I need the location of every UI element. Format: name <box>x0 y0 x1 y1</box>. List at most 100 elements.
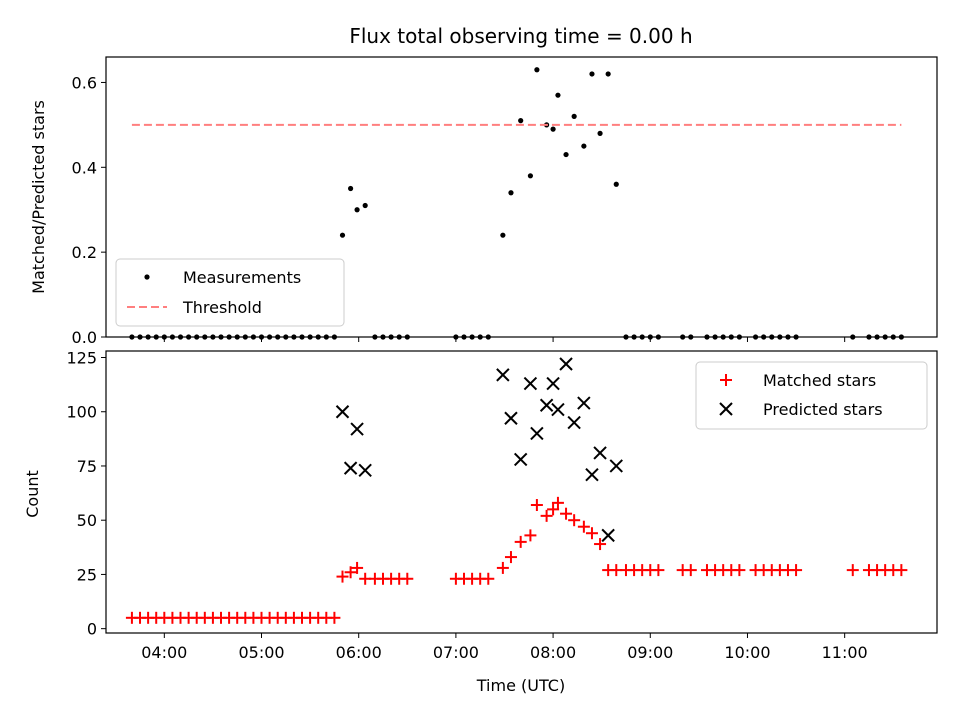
measurement-point <box>571 113 577 119</box>
measurement-point <box>202 334 208 340</box>
measurement-point <box>850 334 856 340</box>
matched-stars-point <box>652 564 665 577</box>
measurement-point <box>210 334 216 340</box>
matched-stars-point <box>336 570 349 583</box>
measurement-point <box>242 334 248 340</box>
matched-stars-point <box>514 535 527 548</box>
top-panel: 0.0 0.2 0.4 0.6 Matched/Predicted stars Mea… <box>29 56 938 347</box>
matched-stars-point <box>594 538 607 551</box>
top-y-tick-label: 0.4 <box>72 158 97 177</box>
top-legend-box <box>115 258 345 327</box>
top-y-tick-label: 0.6 <box>72 73 97 92</box>
measurement-point <box>250 334 257 340</box>
top-x-ticks <box>163 337 846 342</box>
measurement-point <box>275 334 281 340</box>
measurement-point <box>291 334 297 340</box>
predicted-stars-point <box>601 528 615 543</box>
measurement-point <box>890 334 896 340</box>
bottom-y-tick-label: 50 <box>77 511 97 530</box>
top-y-axis-label: Matched/Predicted stars <box>29 100 48 294</box>
measurement-point <box>339 232 346 238</box>
bottom-y-tick-label: 75 <box>77 457 97 476</box>
legend-label-threshold: Threshold <box>182 298 262 317</box>
measurement-point <box>283 334 289 340</box>
top-legend: Measurements Threshold <box>115 258 345 327</box>
measurement-point <box>485 334 491 340</box>
predicted-stars-point <box>609 459 623 473</box>
bottom-legend-box <box>695 361 928 430</box>
measurement-point <box>631 334 637 340</box>
measurement-point <box>226 334 232 340</box>
matched-stars-point <box>684 564 697 577</box>
legend-label-measurements: Measurements <box>183 268 301 287</box>
top-y-ticks: 0.0 0.2 0.4 0.6 <box>72 73 106 347</box>
predicted-stars-point <box>530 426 544 441</box>
measurement-point <box>129 334 135 340</box>
measurement-point <box>137 334 143 340</box>
legend-marker-matched-stars <box>720 374 732 386</box>
measurement-point <box>331 334 338 340</box>
chart-title: Flux total observing time = 0.00 h <box>349 24 692 48</box>
predicted-stars-point <box>523 376 538 391</box>
measurement-point <box>299 334 305 340</box>
measurement-point <box>218 334 224 340</box>
measurement-point <box>736 334 742 340</box>
measurement-point <box>500 232 506 238</box>
x-tick-label: 10:00 <box>724 643 770 662</box>
matched-stars-point <box>547 503 560 516</box>
measurement-point <box>597 130 603 136</box>
predicted-stars-point <box>358 463 372 478</box>
top-y-tick-label: 0.2 <box>72 243 97 262</box>
measurement-point <box>404 334 410 340</box>
top-y-tick-label: 0.0 <box>72 328 97 347</box>
measurement-point <box>623 334 629 340</box>
predicted-stars-point <box>546 376 560 391</box>
measurement-point <box>563 151 569 158</box>
measurement-point <box>469 334 475 340</box>
predicted-stars-point <box>343 461 358 475</box>
predicted-stars-point <box>551 402 565 417</box>
measurement-point <box>315 334 321 340</box>
predicted-stars-point <box>539 398 554 412</box>
predicted-stars-point <box>513 452 528 467</box>
measurement-point <box>396 334 402 340</box>
measurement-point <box>777 334 783 340</box>
bottom-y-ticks: 0 25 50 75 100 125 <box>66 349 106 639</box>
measurement-point <box>866 334 872 340</box>
x-tick-label: 05:00 <box>238 643 284 662</box>
measurement-point <box>761 334 767 340</box>
matched-stars-point <box>790 564 803 577</box>
matched-stars-point <box>328 611 341 624</box>
predicted-stars-point <box>593 446 607 460</box>
measurement-point <box>461 334 467 340</box>
measurement-point <box>477 334 483 340</box>
predicted-stars-point <box>577 396 591 410</box>
bottom-y-tick-label: 0 <box>87 620 97 639</box>
measurement-point <box>323 334 329 340</box>
x-axis-label: Time (UTC) <box>476 676 565 695</box>
measurement-point <box>769 334 775 340</box>
matched-stars-point <box>524 529 537 542</box>
measurement-point <box>882 334 888 340</box>
matched-stars-point <box>344 566 357 579</box>
measurement-point <box>194 334 200 340</box>
measurement-point <box>348 185 354 192</box>
measurement-point <box>362 202 368 209</box>
legend-label-predicted-stars: Predicted stars <box>763 400 883 419</box>
matched-stars-point <box>560 507 573 520</box>
legend-marker-predicted-stars <box>719 402 733 416</box>
top-axes-frame <box>105 56 938 338</box>
measurement-point <box>605 71 611 77</box>
measurement-point <box>589 71 595 77</box>
predicted-stars-point <box>496 368 510 382</box>
measurement-point <box>307 334 313 340</box>
measurement-point <box>186 334 192 340</box>
measurement-point <box>613 181 619 187</box>
measurement-point <box>793 334 799 340</box>
measurement-point <box>388 334 394 340</box>
bottom-y-tick-label: 25 <box>77 565 97 584</box>
matched-stars-point <box>482 572 495 585</box>
measurement-point <box>581 143 587 149</box>
measurement-point <box>354 207 360 213</box>
